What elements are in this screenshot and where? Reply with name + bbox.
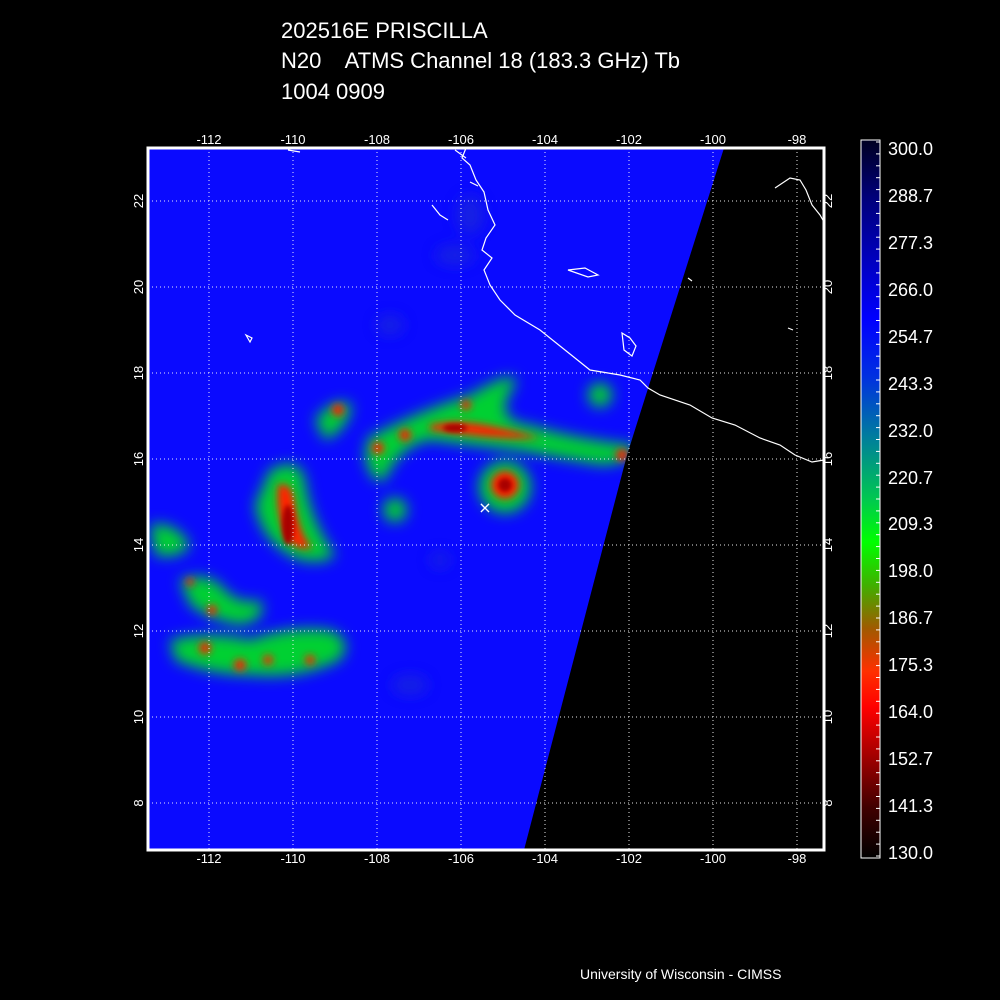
colorbar-label: 209.3 [888,514,934,535]
lon-tick-label: -102 [616,132,642,147]
lat-tick-label: 12 [131,624,146,638]
lon-tick-label: -108 [364,132,390,147]
lat-tick-label: 16 [820,452,835,466]
lat-tick-label: 22 [820,194,835,208]
lat-tick-label: 18 [820,366,835,380]
colorbar-label: 266.0 [888,279,934,300]
colorbar-label: 220.7 [888,467,934,488]
lon-tick-label: -98 [788,132,807,147]
colorbar-ticks [876,141,880,857]
colorbar-label: 288.7 [888,185,934,206]
lat-tick-label: 10 [820,710,835,724]
colorbar-label: 141.3 [888,796,934,817]
lat-tick-label: 14 [131,538,146,552]
credit-text: University of Wisconsin - CIMSS [580,966,782,982]
colorbar-label: 243.3 [888,373,934,394]
lat-lon-grid [148,148,824,850]
lon-tick-label: -100 [700,132,726,147]
title-storm-id: 202516E PRISCILLA [281,18,488,43]
lon-tick-label: -106 [448,851,474,866]
lon-tick-label: -104 [532,132,558,147]
lat-tick-label: 12 [820,624,835,638]
colorbar-label: 186.7 [888,608,934,629]
colorbar-label: 152.7 [888,749,934,770]
lon-tick-label: -106 [448,132,474,147]
lon-tick-label: -112 [196,132,221,147]
lon-tick-label: -100 [700,851,726,866]
lat-tick-label: 16 [131,452,146,466]
coastline [244,147,825,463]
lon-tick-label: -102 [616,851,642,866]
colorbar-label: 164.0 [888,702,934,723]
colorbar-label: 232.0 [888,420,934,441]
lat-tick-label: 8 [820,799,835,806]
storm-center-marker: × [478,498,491,517]
lat-tick-label: 8 [131,799,146,806]
title-sensor: N20 ATMS Channel 18 (183.3 GHz) Tb [281,48,681,73]
lat-tick-label: 14 [820,538,835,552]
colorbar-label: 130.0 [888,843,934,863]
lat-tick-labels-left: 22 20 18 16 14 12 10 8 [131,194,146,807]
lon-tick-label: -98 [788,851,807,866]
colorbar-label: 277.3 [888,232,934,253]
lon-tick-label: -104 [532,851,558,866]
lon-tick-label: -108 [364,851,390,866]
lat-tick-label: 20 [820,280,835,294]
lon-tick-label: -110 [280,851,305,866]
lat-tick-label: 18 [131,366,146,380]
colorbar-label: 198.0 [888,561,934,582]
lat-tick-label: 10 [131,710,146,724]
colorbar-label: 175.3 [888,655,934,676]
lat-tick-labels-right: 22 20 18 16 14 12 10 8 [820,194,835,807]
lon-tick-labels-top: -112 -110 -108 -106 -104 -102 -100 -98 [196,132,806,147]
lon-tick-label: -112 [196,851,221,866]
lon-tick-label: -110 [280,132,305,147]
lat-tick-label: 22 [131,194,146,208]
colorbar-label: 254.7 [888,326,934,347]
colorbar-label: 300.0 [888,139,934,159]
lon-tick-labels-bottom: -112 -110 -108 -106 -104 -102 -100 -98 [196,851,806,866]
lat-tick-label: 20 [131,280,146,294]
title-datetime: 1004 0909 [281,79,385,104]
map-frame [146,146,826,852]
